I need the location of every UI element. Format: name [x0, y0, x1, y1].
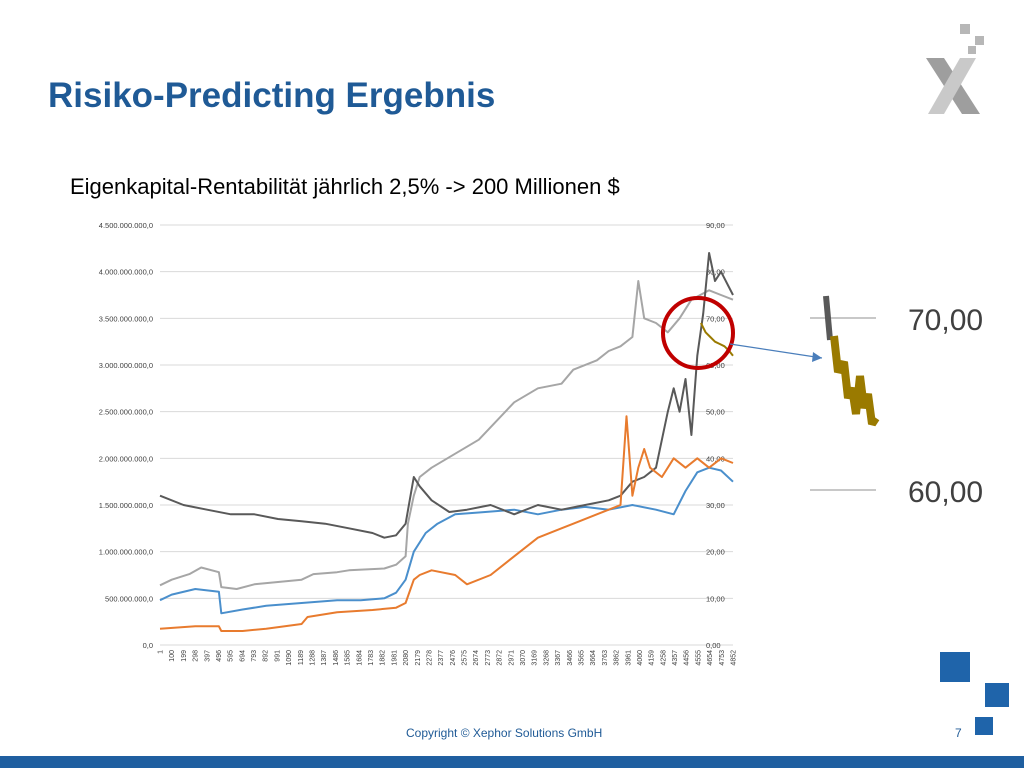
x-tick-label: 2476	[450, 650, 457, 666]
right-tick-label: 90,00	[706, 221, 725, 230]
x-tick-label: 2674	[473, 650, 480, 666]
decor-square-small	[975, 717, 993, 735]
x-tick-label: 3862	[614, 650, 621, 666]
zoom-arrow-head	[812, 352, 822, 362]
x-tick-label: 1981	[391, 650, 398, 666]
x-tick-label: 1783	[368, 650, 375, 666]
x-tick-label: 4060	[637, 650, 644, 666]
x-tick-label: 1585	[345, 650, 352, 666]
x-tick-label: 694	[239, 650, 246, 662]
x-tick-label: 793	[251, 650, 258, 662]
x-tick-label: 1090	[286, 650, 293, 666]
x-tick-label: 595	[228, 650, 235, 662]
xephor-logo-icon	[926, 24, 984, 114]
copyright-text: Copyright © Xephor Solutions GmbH	[406, 726, 603, 740]
right-tick-label: 50,00	[706, 408, 725, 417]
x-tick-label: 4654	[707, 650, 714, 666]
right-tick-label: 30,00	[706, 501, 725, 510]
x-tick-label: 3961	[625, 650, 632, 666]
x-tick-label: 1387	[321, 650, 328, 666]
x-tick-label: 1684	[356, 650, 363, 666]
x-tick-label: 298	[193, 650, 200, 662]
x-tick-label: 892	[263, 650, 270, 662]
x-tick-label: 4456	[684, 650, 691, 666]
x-tick-label: 1882	[380, 650, 387, 666]
footer-bar	[0, 756, 1024, 768]
x-tick-label: 4159	[649, 650, 656, 666]
series-line-right-1	[159, 415, 734, 632]
x-tick-label: 3268	[543, 650, 550, 666]
x-tick-label: 2179	[415, 650, 422, 666]
series-line-left-0	[159, 280, 734, 590]
x-tick-label: 1	[158, 650, 165, 654]
right-axis-ticks: 0,0010,0020,0030,0040,0050,0060,0070,008…	[706, 221, 725, 650]
right-tick-label: 80,00	[706, 268, 725, 277]
x-tick-label: 1288	[310, 650, 317, 666]
left-tick-label: 1.500.000.000,0	[99, 501, 153, 510]
x-tick-label: 199	[181, 650, 188, 662]
left-tick-label: 3.000.000.000,0	[99, 361, 153, 370]
slide-title: Risiko-Predicting Ergebnis	[48, 76, 496, 115]
decor-square-medium	[985, 683, 1009, 707]
page-number: 7	[955, 726, 962, 740]
inset-tick-label: 70,00	[908, 304, 983, 337]
x-tick-label: 3367	[555, 650, 562, 666]
inset-series-olive	[830, 335, 880, 427]
x-tick-label: 1189	[298, 650, 305, 665]
zoom-arrow	[729, 343, 823, 359]
x-tick-label: 100	[169, 650, 176, 662]
right-tick-label: 20,00	[706, 548, 725, 557]
x-tick-label: 2971	[508, 650, 515, 666]
x-tick-label: 4852	[731, 650, 738, 666]
right-tick-label: 0,00	[706, 641, 721, 650]
series-line-right-0	[159, 252, 734, 539]
x-axis-ticks: 1 100 199 298 397 496 595 694 793 892 991 1090 1189 1…	[158, 650, 738, 666]
x-tick-label: 2773	[485, 650, 492, 666]
x-tick-label: 2278	[426, 650, 433, 666]
decor-square-large	[940, 652, 970, 682]
x-tick-label: 397	[204, 650, 211, 662]
x-tick-label: 3763	[602, 650, 609, 666]
x-tick-label: 991	[274, 650, 281, 662]
left-axis-ticks: 0,0 500.000.000,0 1.000.000.000,0 1.500.000…	[99, 221, 153, 650]
series-line-left-1	[159, 466, 734, 615]
x-tick-label: 3565	[578, 650, 585, 666]
right-tick-label: 70,00	[706, 314, 725, 323]
left-tick-label: 1.000.000.000,0	[99, 548, 153, 557]
left-tick-label: 3.500.000.000,0	[99, 314, 153, 323]
left-tick-label: 2.500.000.000,0	[99, 408, 153, 417]
x-tick-label: 4555	[695, 650, 702, 666]
x-tick-label: 3070	[520, 650, 527, 666]
highlight-circle	[661, 296, 735, 370]
right-tick-label: 10,00	[706, 594, 725, 603]
right-tick-label: 40,00	[706, 454, 725, 463]
left-tick-label: 0,0	[143, 641, 153, 650]
left-tick-label: 4.000.000.000,0	[99, 268, 153, 277]
x-tick-label: 2377	[438, 650, 445, 666]
left-tick-label: 500.000.000,0	[105, 594, 153, 603]
chart-grid	[160, 224, 733, 646]
left-tick-label: 4.500.000.000,0	[99, 221, 153, 230]
x-tick-label: 2080	[403, 650, 410, 666]
x-tick-label: 2872	[497, 650, 504, 666]
x-tick-label: 3664	[590, 650, 597, 666]
left-tick-label: 2.000.000.000,0	[99, 454, 153, 463]
x-tick-label: 3169	[532, 650, 539, 666]
x-tick-label: 4258	[660, 650, 667, 666]
inset-series-dark	[823, 295, 833, 341]
x-tick-label: 1486	[333, 650, 340, 666]
x-tick-label: 3466	[567, 650, 574, 666]
inset-tick-label: 60,00	[908, 476, 983, 509]
x-tick-label: 2575	[462, 650, 469, 666]
x-tick-label: 4753	[719, 650, 726, 666]
slide-subtitle: Eigenkapital-Rentabilität jährlich 2,5% …	[70, 174, 620, 199]
chart-series	[159, 252, 823, 632]
x-tick-label: 4357	[672, 650, 679, 666]
zoom-inset: 70,00 60,00	[810, 295, 983, 509]
x-tick-label: 496	[216, 650, 223, 662]
